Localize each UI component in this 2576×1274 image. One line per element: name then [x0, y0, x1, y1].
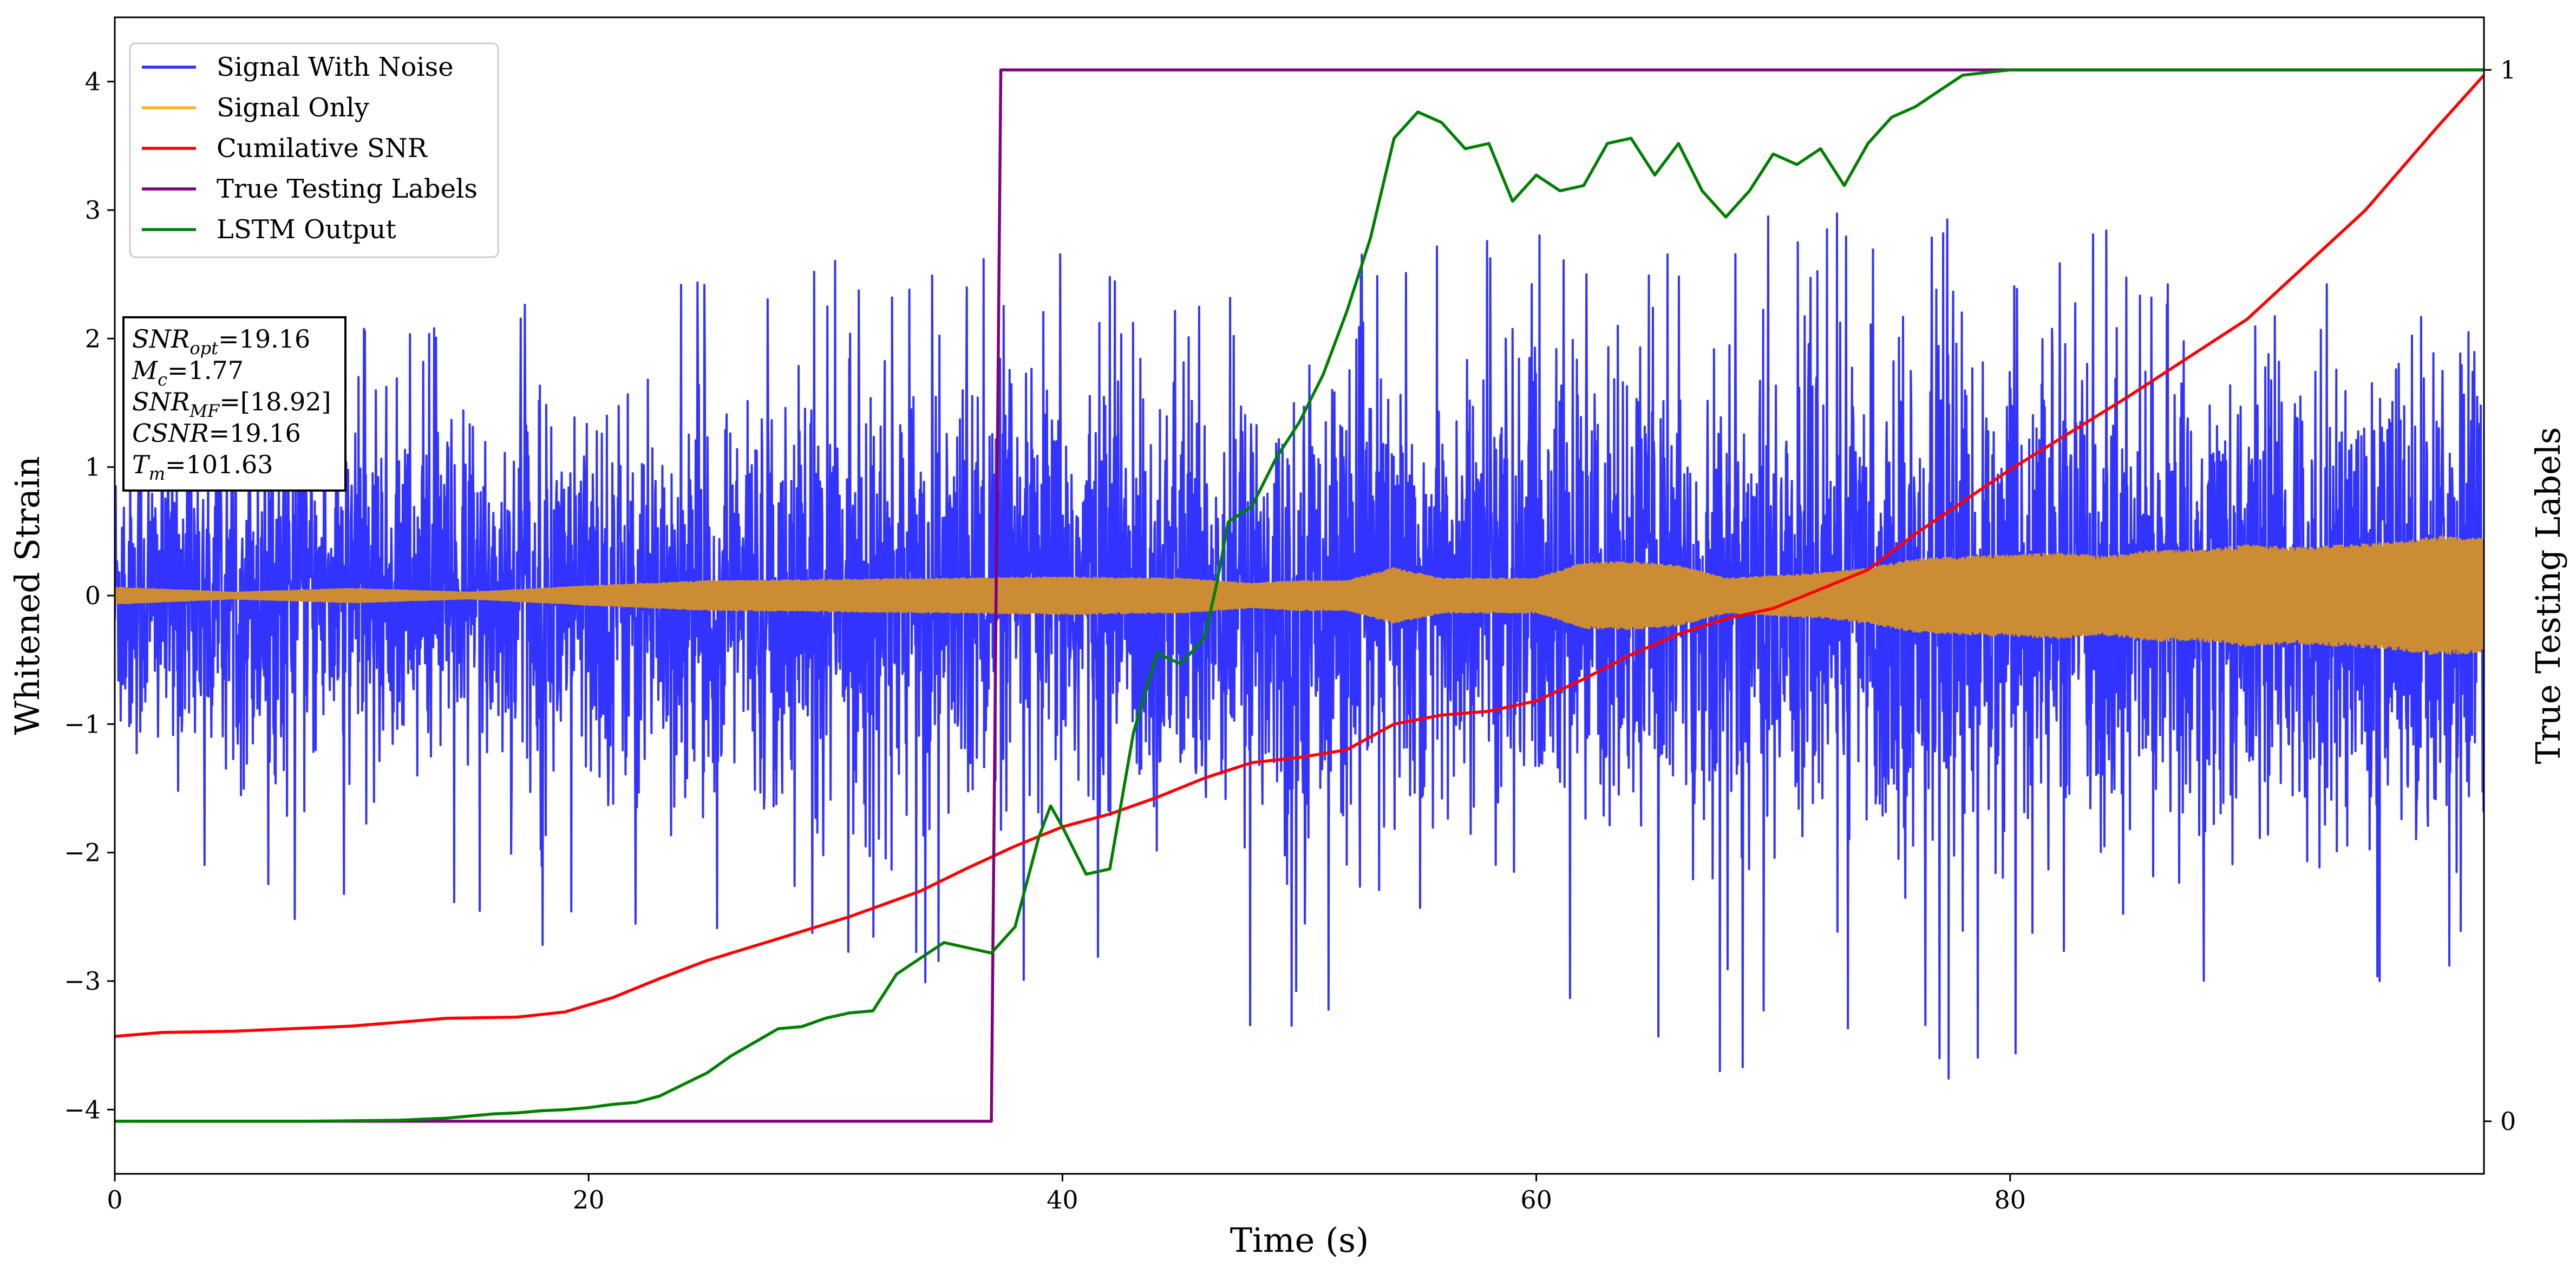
series-signal-only [115, 535, 2484, 655]
legend-label-signal-only: Signal Only [217, 93, 369, 123]
y-tick-label: 3 [85, 195, 101, 225]
series-signal-with-noise [115, 212, 2484, 1080]
y-tick-label: −2 [64, 838, 101, 867]
x-tick-label: 80 [1995, 1185, 2026, 1214]
legend-label-signal-with-noise: Signal With Noise [217, 52, 454, 82]
y-tick-label: −1 [64, 709, 101, 739]
annotation-line: SNRopt=19.16 [132, 324, 310, 358]
annotation-line: Tm=101.63 [132, 450, 273, 484]
x-axis-label: Time (s) [1230, 1220, 1369, 1260]
annotation-line: SNRMF=[18.92] [132, 387, 331, 421]
x-tick-label: 20 [573, 1185, 605, 1214]
series-true-testing-labels [115, 68, 2484, 1123]
legend-label-cumilative-snr: Cumilative SNR [217, 133, 428, 164]
legend: Signal With Noise Signal Only Cumilative S… [129, 42, 499, 258]
y2-axis-label: True Testing Labels [2528, 427, 2568, 765]
y-tick-label: −3 [64, 966, 101, 996]
annotation-box: SNRopt=19.16Mc=1.77SNRMF=[18.92]CSNR=19.… [122, 316, 346, 492]
y-tick-label: 4 [85, 67, 101, 96]
annotation-line: CSNR=19.16 [132, 419, 301, 448]
y-tick-label: −4 [64, 1095, 101, 1124]
annotation-frame [122, 316, 346, 492]
legend-frame [129, 42, 499, 258]
y-tick-label: 0 [85, 581, 101, 610]
y-tick-label: 1 [85, 453, 101, 482]
legend-label-lstm-output: LSTM Output [217, 214, 396, 245]
series-layer [115, 68, 2484, 1123]
x-tick-label: 0 [107, 1185, 122, 1214]
x-tick-label: 60 [1520, 1185, 1552, 1214]
x-tick-label: 40 [1047, 1185, 1078, 1214]
y-tick-label: 2 [85, 324, 101, 353]
y2-tick-label: 1 [2500, 55, 2516, 84]
y2-tick-label: 0 [2500, 1107, 2516, 1136]
series-lstm-output [115, 68, 2484, 1123]
annotation-line: Mc=1.77 [132, 356, 244, 390]
y-axis-label: Whitened Strain [8, 456, 47, 735]
legend-label-true-testing-labels: True Testing Labels [217, 174, 478, 204]
series-cumilative-snr [115, 74, 2484, 1038]
